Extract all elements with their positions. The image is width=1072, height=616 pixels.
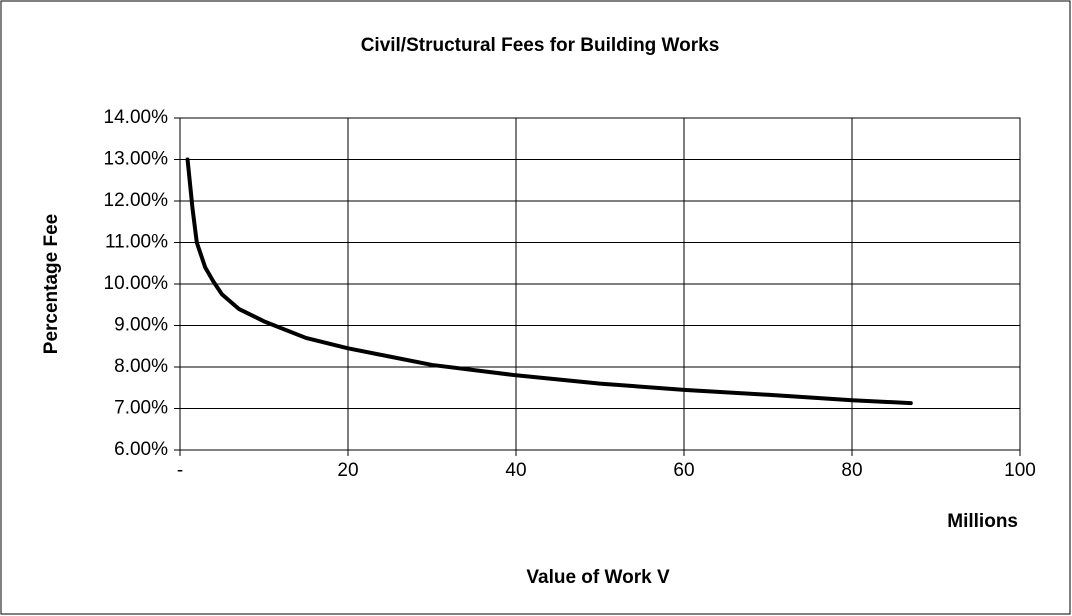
y-axis-label: Percentage Fee [41, 214, 62, 354]
x-tick-label: - [177, 460, 183, 481]
y-tick-label: 13.00% [104, 149, 169, 170]
y-tick-label: 8.00% [114, 356, 168, 377]
y-tick-label: 11.00% [105, 232, 168, 253]
chart-title: Civil/Structural Fees for Building Works [361, 35, 720, 56]
line [185, 157, 913, 406]
y-tick-label: 6.00% [114, 439, 168, 460]
x-axis-label: Value of Work V [526, 567, 670, 588]
y-tick-label: 14.00% [104, 107, 169, 128]
y-tick-label: 7.00% [114, 398, 168, 419]
x-unit-label: Millions [947, 511, 1018, 532]
y-tick-label: 12.00% [104, 190, 169, 211]
x-tick-label: 60 [673, 460, 694, 481]
y-tick-label: 10.00% [104, 273, 169, 294]
x-tick-label: 100 [1004, 460, 1036, 481]
x-tick-label: 80 [841, 460, 862, 481]
x-tick-label: 20 [337, 460, 358, 481]
y-tick-label: 9.00% [114, 315, 168, 336]
x-tick-label: 40 [505, 460, 526, 481]
